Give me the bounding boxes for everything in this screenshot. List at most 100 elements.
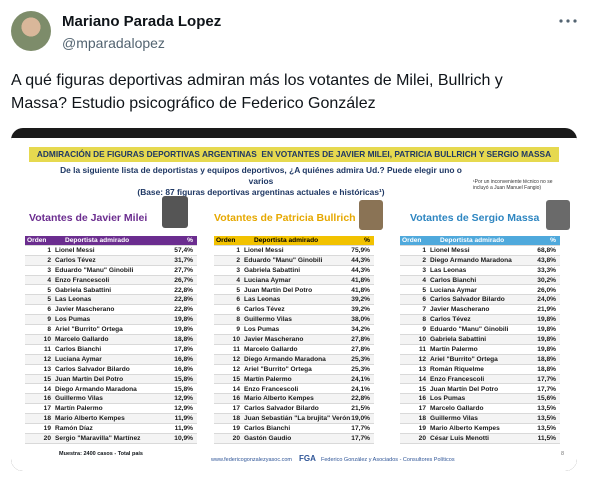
table-row: 3 Eduardo "Manu" Ginobili 27,7%: [25, 265, 197, 276]
name-cell: Las Leonas: [55, 296, 92, 304]
table-row: 15 Juan Martín Del Potro 17,7%: [400, 384, 560, 395]
author-handle[interactable]: @mparadalopez: [62, 35, 165, 51]
table-row: 11 Marcelo Gallardo 27,8%: [214, 344, 374, 355]
percent-cell: 10,9%: [174, 435, 193, 442]
table-row: 17 Martín Palermo 12,9%: [25, 404, 197, 415]
tweet-image[interactable]: ADMIRACIÓN DE FIGURAS DEPORTIVAS ARGENTI…: [11, 128, 577, 471]
name-cell: Gabriela Sabattini: [244, 266, 301, 274]
author-name[interactable]: Mariano Parada Lopez: [62, 13, 222, 30]
avatar[interactable]: [11, 11, 51, 51]
footer-firm: Federico González y Asociados - Consulto…: [321, 457, 455, 463]
percent-cell: 21,9%: [537, 306, 556, 314]
name-cell: Eduardo "Manu" Ginobili: [244, 256, 323, 264]
table-row: 14 Enzo Francescoli 17,7%: [400, 374, 560, 385]
percent-cell: 27,7%: [174, 266, 193, 274]
percent-cell: 27,8%: [351, 345, 370, 353]
percent-cell: 34,2%: [351, 326, 370, 334]
name-cell: Guillermo Vilas: [430, 415, 478, 423]
rank-cell: 20: [418, 435, 426, 442]
rank-cell: 6: [236, 296, 240, 304]
name-cell: Ariel "Burrito" Ortega: [244, 365, 312, 373]
table-header: Orden Deportista admirado%: [25, 236, 197, 246]
percent-cell: 19,8%: [537, 345, 556, 353]
percent-cell: 11,5%: [537, 435, 556, 442]
rank-cell: 18: [418, 415, 426, 423]
rank-cell: 6: [422, 296, 426, 304]
name-cell: Luciana Aymar: [244, 276, 291, 284]
more-menu[interactable]: [558, 16, 578, 26]
rank-cell: 12: [418, 355, 426, 363]
rank-cell: 3: [236, 266, 240, 274]
name-cell: Ramón Díaz: [55, 425, 93, 433]
rank-cell: 13: [418, 365, 426, 373]
table-row: 10 Gabriela Sabattini 19,8%: [400, 335, 560, 345]
header-cell: Orden: [27, 237, 47, 244]
name-cell: Sergio "Maravilla" Martínez: [55, 435, 141, 442]
percent-cell: 13,5%: [537, 425, 556, 433]
table-row: 19 Ramón Díaz 11,9%: [25, 424, 197, 434]
percent-cell: 17,7%: [351, 435, 370, 442]
table-row: 6 Carlos Salvador Bilardo 24,0%: [400, 295, 560, 306]
percent-cell: 44,3%: [351, 256, 370, 264]
table-row: 9 Eduardo "Manu" Ginobili 19,8%: [400, 325, 560, 335]
rank-cell: 8: [236, 316, 240, 324]
percent-cell: 17,7%: [537, 385, 556, 393]
percent-cell: 16,8%: [174, 355, 193, 363]
percent-cell: 16,8%: [174, 365, 193, 373]
rank-cell: 8: [422, 316, 426, 324]
name-cell: Carlos Salvador Bilardo: [430, 296, 505, 304]
header-cell: Deportista admirado: [254, 237, 319, 244]
table-row: 10 Javier Mascherano 27,8%: [214, 335, 374, 345]
name-cell: César Luis Menotti: [430, 435, 489, 442]
table-row: 11 Martín Palermo 19,8%: [400, 344, 560, 355]
table-row: 4 Carlos Bianchi 30,2%: [400, 275, 560, 286]
rank-cell: 15: [232, 375, 240, 383]
name-cell: Juan Martín Del Potro: [430, 385, 499, 393]
percent-cell: 22,8%: [351, 395, 370, 403]
percent-cell: 22,8%: [174, 296, 193, 304]
rank-cell: 16: [232, 395, 240, 403]
name-cell: Lionel Messi: [430, 246, 470, 254]
name-cell: Carlos Salvador Bilardo: [55, 365, 130, 373]
name-cell: Eduardo "Manu" Ginobili: [55, 266, 134, 274]
table-row: 15 Juan Martín Del Potro 15,8%: [25, 374, 197, 385]
percent-cell: 26,0%: [537, 286, 556, 294]
name-cell: Juan Martín Del Potro: [55, 375, 124, 383]
name-cell: Carlos Tévez: [430, 316, 471, 324]
table-row: 8 Guillermo Vilas 38,0%: [214, 315, 374, 326]
table-row: 12 Ariel "Burrito" Ortega 25,3%: [214, 364, 374, 375]
table-row: 12 Diego Armando Maradona 25,3%: [214, 354, 374, 365]
name-cell: Carlos Tévez: [244, 306, 285, 314]
rank-cell: 10: [232, 336, 240, 343]
name-cell: Martín Palermo: [55, 405, 103, 413]
table-row: 16 Los Pumas 15,6%: [400, 394, 560, 405]
rank-cell: 14: [418, 375, 426, 383]
photo-massa: [546, 200, 570, 230]
rank-cell: 1: [236, 246, 240, 254]
name-cell: Diego Armando Maradona: [430, 256, 512, 264]
percent-cell: 19,0%: [351, 415, 370, 423]
rank-cell: 13: [43, 365, 51, 373]
rank-cell: 14: [232, 385, 240, 393]
rank-cell: 9: [236, 326, 240, 334]
percent-cell: 19,8%: [174, 316, 193, 324]
rank-cell: 16: [418, 395, 426, 403]
table-row: 5 Las Leonas 22,8%: [25, 295, 197, 306]
table-row: 20 Sergio "Maravilla" Martínez 10,9%: [25, 434, 197, 444]
rank-cell: 20: [43, 435, 51, 442]
percent-cell: 38,0%: [351, 316, 370, 324]
name-cell: Carlos Bianchi: [244, 425, 291, 433]
table-row: 6 Carlos Tévez 39,2%: [214, 305, 374, 316]
table-row: 13 Román Riquelme 18,8%: [400, 364, 560, 375]
name-cell: Gastón Gaudio: [244, 435, 292, 442]
rank-cell: 15: [418, 385, 426, 393]
rank-cell: 11: [44, 345, 51, 353]
question-line: (Base: 87 figuras deportivas argentinas …: [137, 187, 385, 197]
footer-logo: FGA: [299, 454, 316, 463]
table-row: 9 Los Pumas 34,2%: [214, 325, 374, 335]
table-row: 5 Luciana Aymar 26,0%: [400, 285, 560, 296]
percent-cell: 41,8%: [351, 286, 370, 294]
table-row: 3 Gabriela Sabattini 44,3%: [214, 265, 374, 276]
table-row: 17 Carlos Salvador Bilardo 21,5%: [214, 404, 374, 415]
